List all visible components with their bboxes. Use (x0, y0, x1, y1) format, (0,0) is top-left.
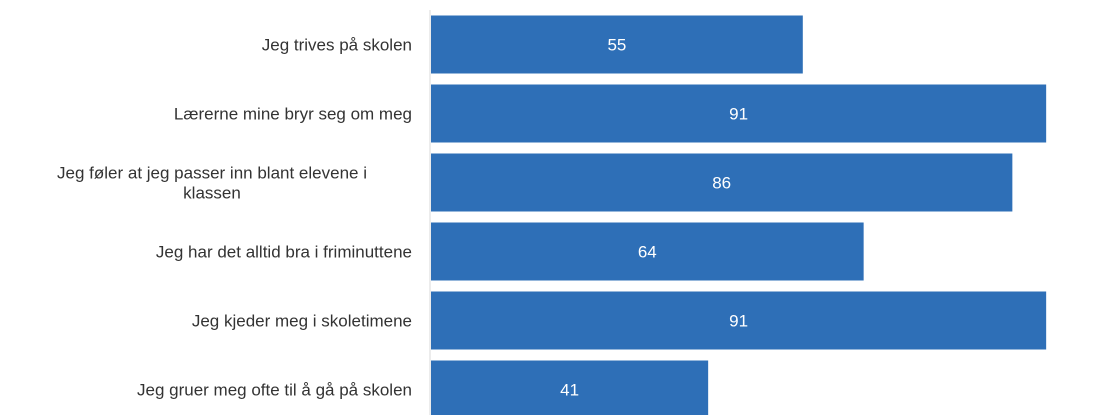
bar-value-label-4: 91 (729, 312, 748, 331)
bar-value-label-1: 91 (729, 105, 748, 124)
category-label-line: Lærerne mine bryr seg om meg (174, 105, 412, 124)
bars-group (431, 15, 1047, 415)
category-label-3: Jeg har det alltid bra i friminuttene (156, 243, 412, 262)
category-label-line: Jeg trives på skolen (262, 36, 412, 55)
category-label-5: Jeg gruer meg ofte til å gå på skolen (137, 381, 412, 400)
category-labels-group: Jeg trives på skolen Lærerne mine bryr se… (57, 36, 412, 400)
category-label-4: Jeg kjeder meg i skoletimene (192, 312, 412, 331)
category-label-line: Jeg kjeder meg i skoletimene (192, 312, 412, 331)
value-labels-group: 55 91 86 64 91 41 (560, 36, 748, 400)
bar-value-label-2: 86 (712, 174, 731, 193)
category-label-line: klassen (183, 184, 241, 203)
category-label-line: Jeg føler at jeg passer inn blant eleven… (57, 164, 367, 183)
bar-value-label-0: 55 (607, 36, 626, 55)
category-label-0: Jeg trives på skolen (262, 36, 412, 55)
bar-value-label-5: 41 (560, 381, 579, 400)
bar-value-label-3: 64 (638, 243, 657, 262)
bar-2 (431, 153, 1013, 212)
category-label-line: Jeg gruer meg ofte til å gå på skolen (137, 381, 412, 400)
category-label-2: Jeg føler at jeg passer inn blant eleven… (57, 164, 367, 203)
category-label-1: Lærerne mine bryr seg om meg (174, 105, 412, 124)
bar-3 (431, 222, 864, 281)
bar-0 (431, 15, 803, 74)
bar-1 (431, 84, 1047, 143)
category-label-line: Jeg har det alltid bra i friminuttene (156, 243, 412, 262)
bar-5 (431, 360, 709, 415)
bar-4 (431, 291, 1047, 350)
